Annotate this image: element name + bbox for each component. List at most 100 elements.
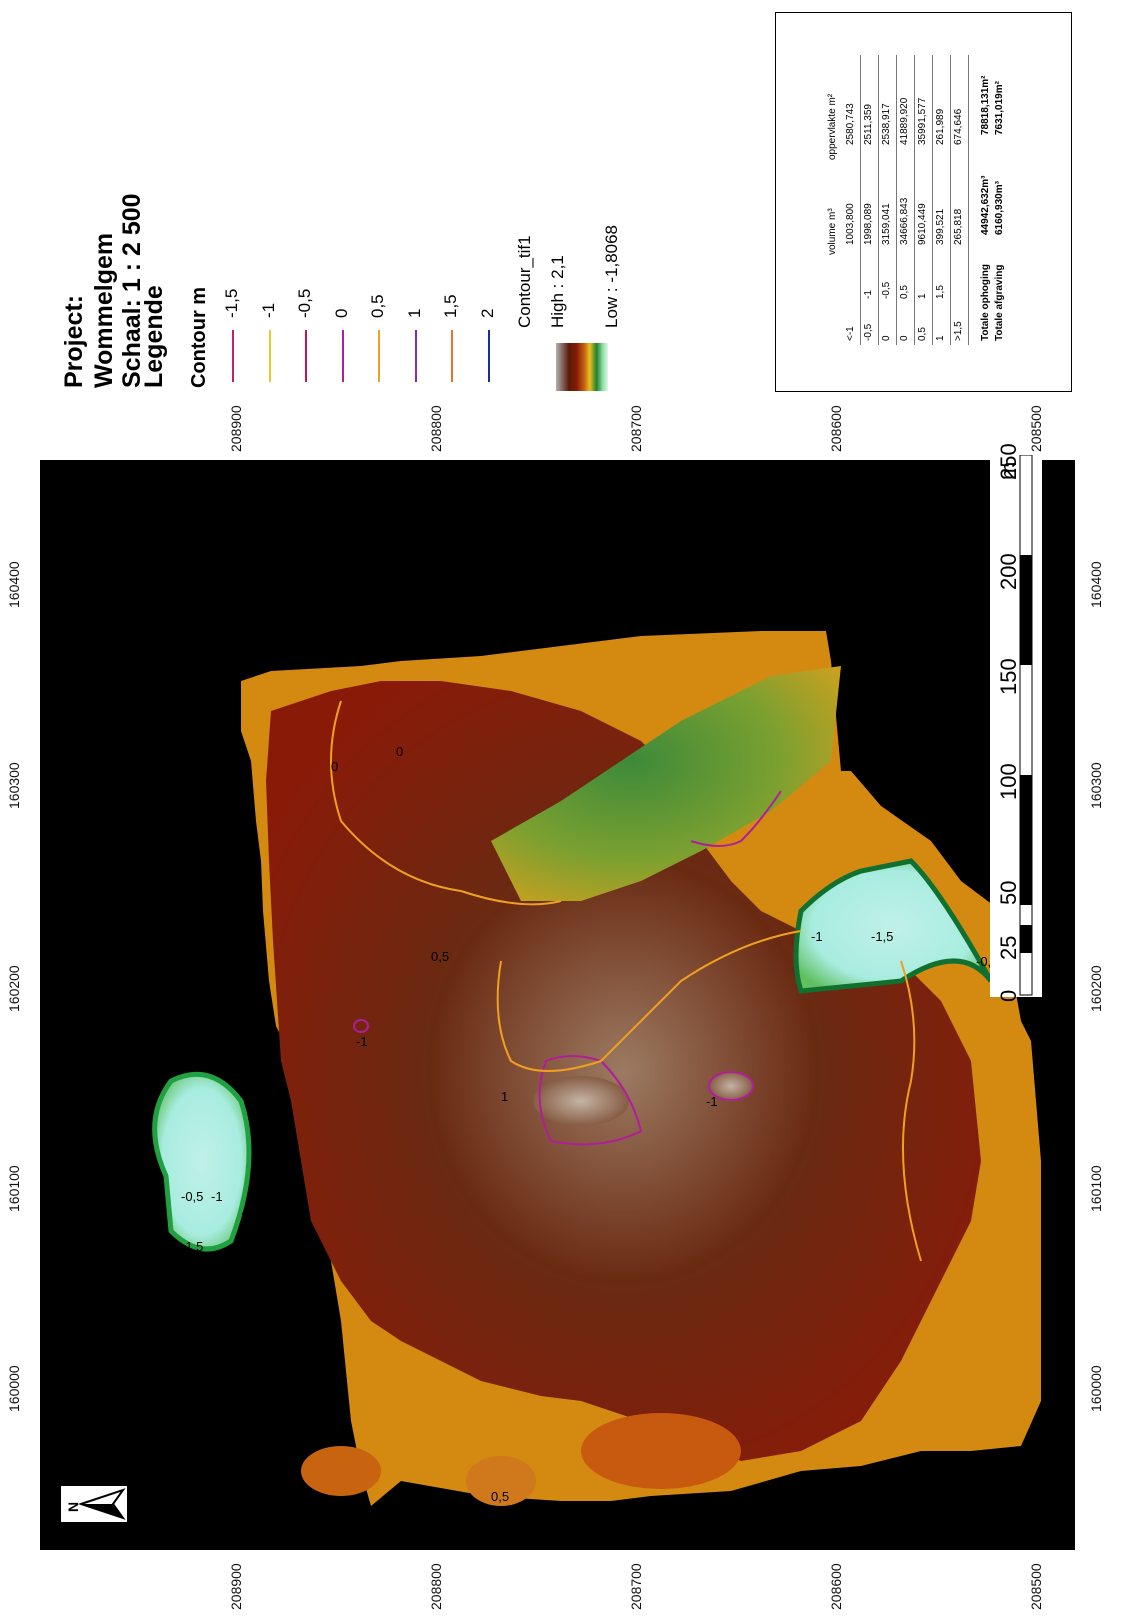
contour-label-6: 1,5	[441, 294, 460, 318]
row-area: 674,646	[953, 108, 964, 145]
contour-label: -1	[141, 1139, 153, 1154]
scale-tick-label: 150	[996, 658, 1021, 695]
contour-label: -1,5	[871, 929, 893, 944]
contour-title: Contour m	[188, 286, 210, 388]
grid-x-label-top: 160000	[6, 1365, 22, 1412]
row-from: >1,5	[953, 321, 964, 341]
scale-tick-label: 0	[996, 989, 1021, 1002]
contour-label: -1	[211, 1189, 223, 1204]
row-from: 0,5	[917, 327, 928, 341]
north-arrow: N	[61, 1486, 127, 1522]
contour-swatch	[487, 330, 490, 382]
contour-label: 1,5	[251, 1239, 269, 1254]
dark-basin	[266, 681, 981, 1461]
contour-label: 1	[501, 1089, 508, 1104]
legend-project-label: Project:	[60, 294, 88, 388]
green-high-area	[491, 666, 841, 901]
table-row-divider	[932, 55, 933, 345]
raster-title: Contour_tif1	[515, 235, 534, 328]
row-area: 261,989	[935, 108, 946, 145]
grid-x-label-bottom: 160100	[1088, 1165, 1104, 1212]
total-label: Totale ophoging	[980, 263, 991, 341]
total-volume: 6160,930m³	[994, 181, 1005, 235]
raster-high: High : 2,1	[548, 255, 567, 328]
grid-y-label-left: 208500	[1028, 1563, 1044, 1610]
map-frame: 0 0 0,5 -1 1 -1 -1,5 -1 -0,5 0 -1 0 -0,5…	[40, 460, 1075, 1550]
row-area: 2580,743	[845, 103, 856, 145]
volume-table-grid: volume m³ oppervlakte m² <-1 1003,800 2580,7…	[825, 30, 1005, 345]
row-volume: 9610,449	[917, 203, 928, 245]
row-volume: 1998,089	[863, 203, 874, 245]
table-row-divider	[860, 55, 861, 345]
grid-x-label-bottom: 160000	[1088, 1365, 1104, 1412]
row-volume: 34666,843	[899, 197, 910, 245]
contour-label: -0,5	[181, 1189, 203, 1204]
col-header-area: oppervlakte m²	[827, 93, 838, 160]
legend-project-name: Wommelgem	[90, 232, 118, 388]
scale-tick-label: 50	[996, 880, 1021, 905]
elevated-blob-1	[533, 1076, 629, 1126]
depression-west	[152, 1071, 252, 1252]
scale-bar	[990, 454, 1042, 997]
row-area: 2511,359	[863, 104, 874, 145]
contour-label-1: -1	[258, 302, 278, 318]
elevation-map: 0 0 0,5 -1 1 -1 -1,5 -1 -0,5 0 -1 0 -0,5…	[141, 631, 1041, 1506]
contour-label: -1	[706, 1094, 718, 1109]
contour-label-4: 0,5	[368, 294, 387, 318]
grid-y-label-right: 208600	[828, 405, 844, 452]
contour-label-2: -0,5	[295, 288, 314, 318]
total-volume: 44942,632m³	[980, 175, 991, 236]
contour-swatch	[305, 330, 307, 382]
row-to: 1	[917, 293, 928, 299]
contour-label: 0	[331, 759, 338, 774]
row-volume: 3159,041	[881, 203, 892, 245]
scale-tick-label: 200	[996, 553, 1021, 590]
grid-x-label-bottom: 160200	[1088, 965, 1104, 1012]
total-label: Totale afgraving	[994, 264, 1005, 342]
row-area: 2538,917	[881, 103, 892, 145]
contour-swatch	[268, 330, 271, 382]
row-to: 0,5	[899, 285, 910, 299]
total-area: 7631,019m²	[994, 81, 1005, 135]
contour-label: 0,5	[491, 1489, 509, 1504]
row-from: 1	[935, 335, 946, 341]
row-to: -1	[863, 290, 874, 299]
volume-table: volume m³ oppervlakte m² <-1 1003,800 2580,7…	[825, 30, 1005, 345]
raster-ramp	[556, 343, 608, 391]
grid-y-label-right: 208900	[228, 405, 244, 452]
contour-swatch	[451, 330, 453, 382]
grid-x-label-top: 160400	[6, 561, 22, 608]
scale-tick-label: 25	[996, 935, 1021, 960]
row-volume: 265,818	[953, 208, 964, 245]
table-row-divider	[896, 55, 897, 345]
total-area: 78818,131m²	[980, 75, 991, 136]
contour-label: -1	[356, 1034, 368, 1049]
row-to: -0,5	[881, 281, 892, 299]
scale-unit: m	[996, 461, 1021, 480]
grid-y-label-left: 208900	[228, 1563, 244, 1610]
contour-swatch	[414, 330, 417, 382]
grid-y-label-right: 208800	[428, 405, 444, 452]
row-from: <-1	[845, 326, 856, 341]
depression-north	[793, 858, 994, 994]
table-row-divider	[968, 55, 969, 345]
contour-label-7: 2	[477, 308, 497, 318]
contour-label-0: -1,5	[222, 288, 241, 318]
row-volume: 1003,800	[845, 203, 856, 245]
grid-x-label-bottom: 160400	[1088, 561, 1104, 608]
grid-x-label-top: 160200	[6, 965, 22, 1012]
grid-x-label-bottom: 160300	[1088, 762, 1104, 809]
contour-swatch	[341, 330, 344, 382]
legend-title: Legende	[140, 285, 168, 388]
scale-tick-label: 100	[996, 763, 1021, 800]
grid-y-label-right: 208500	[1028, 405, 1044, 452]
grid-y-label-left: 208600	[828, 1563, 844, 1610]
raster-low: Low : -1,8068	[602, 224, 621, 328]
row-from: 0	[881, 335, 892, 341]
contour-label: 2	[241, 1209, 248, 1224]
grid-y-label-left: 208700	[628, 1563, 644, 1610]
row-to: 1,5	[935, 285, 946, 299]
contour-label: 0,5	[271, 1299, 289, 1314]
table-row-divider	[914, 55, 915, 345]
grid-x-label-top: 160100	[6, 1165, 22, 1212]
